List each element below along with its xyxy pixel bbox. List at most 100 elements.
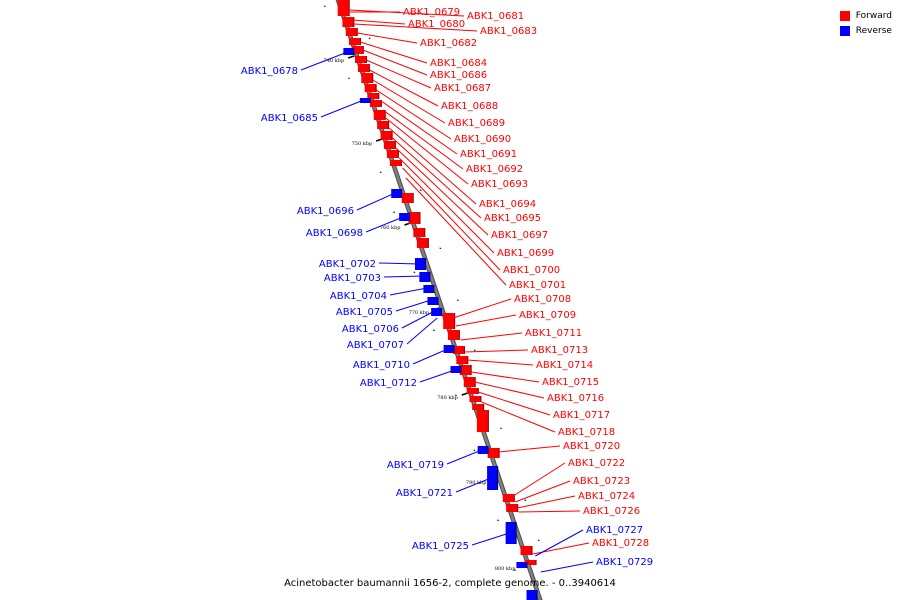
forward-gene-block[interactable] bbox=[408, 212, 420, 224]
forward-gene-block[interactable] bbox=[383, 141, 395, 149]
forward-gene-label[interactable]: ABK1_0715 bbox=[542, 377, 599, 388]
reverse-gene-label[interactable]: ABK1_0703 bbox=[324, 273, 381, 284]
forward-gene-label[interactable]: ABK1_0690 bbox=[454, 134, 511, 145]
forward-gene-block[interactable] bbox=[443, 313, 455, 329]
reverse-gene-block[interactable] bbox=[450, 366, 461, 373]
forward-gene-label[interactable]: ABK1_0709 bbox=[519, 310, 576, 321]
reverse-gene-block[interactable] bbox=[391, 189, 402, 198]
forward-gene-block[interactable] bbox=[337, 0, 349, 16]
reverse-gene-block[interactable] bbox=[399, 213, 410, 221]
forward-gene-label[interactable]: ABK1_0695 bbox=[484, 213, 541, 224]
reverse-gene-label[interactable]: ABK1_0702 bbox=[319, 259, 376, 270]
reverse-gene-label[interactable]: ABK1_0721 bbox=[396, 488, 453, 499]
reverse-gene-block[interactable] bbox=[343, 48, 354, 55]
forward-gene-block[interactable] bbox=[380, 131, 392, 140]
reverse-gene-label[interactable]: ABK1_0710 bbox=[353, 360, 410, 371]
forward-gene-label[interactable]: ABK1_0689 bbox=[448, 118, 505, 129]
forward-gene-label[interactable]: ABK1_0728 bbox=[592, 538, 649, 549]
forward-gene-label[interactable]: ABK1_0699 bbox=[497, 248, 554, 259]
forward-gene-label[interactable]: ABK1_0686 bbox=[430, 70, 487, 81]
forward-gene-block[interactable] bbox=[373, 110, 385, 120]
forward-gene-block[interactable] bbox=[367, 93, 379, 99]
forward-gene-block[interactable] bbox=[355, 56, 367, 63]
forward-gene-label[interactable]: ABK1_0692 bbox=[466, 164, 523, 175]
forward-gene-label[interactable]: ABK1_0726 bbox=[583, 506, 640, 517]
forward-gene-block[interactable] bbox=[469, 396, 481, 402]
reverse-gene-label[interactable]: ABK1_0719 bbox=[387, 460, 444, 471]
forward-gene-label[interactable]: ABK1_0724 bbox=[578, 491, 635, 502]
forward-gene-label[interactable]: ABK1_0697 bbox=[491, 230, 548, 241]
forward-gene-block[interactable] bbox=[416, 238, 428, 248]
reverse-gene-block[interactable] bbox=[505, 522, 516, 544]
forward-gene-block[interactable] bbox=[463, 377, 475, 387]
forward-gene-label[interactable]: ABK1_0693 bbox=[471, 179, 528, 190]
forward-gene-label[interactable]: ABK1_0714 bbox=[536, 360, 593, 371]
forward-gene-block[interactable] bbox=[452, 346, 464, 354]
forward-gene-label[interactable]: ABK1_0708 bbox=[514, 294, 571, 305]
forward-gene-block[interactable] bbox=[456, 356, 468, 364]
forward-gene-block[interactable] bbox=[345, 28, 357, 36]
forward-gene-label[interactable]: ABK1_0711 bbox=[525, 328, 582, 339]
forward-gene-label[interactable]: ABK1_0694 bbox=[479, 199, 536, 210]
reverse-gene-label[interactable]: ABK1_0704 bbox=[330, 291, 387, 302]
forward-gene-block[interactable] bbox=[389, 160, 401, 166]
forward-gene-block[interactable] bbox=[447, 330, 459, 340]
reverse-gene-label[interactable]: ABK1_0685 bbox=[261, 113, 318, 124]
forward-gene-label[interactable]: ABK1_0700 bbox=[503, 265, 560, 276]
forward-gene-block[interactable] bbox=[364, 84, 376, 92]
forward-gene-label[interactable]: ABK1_0713 bbox=[531, 345, 588, 356]
forward-gene-block[interactable] bbox=[524, 560, 536, 565]
reverse-gene-block[interactable] bbox=[419, 272, 430, 282]
forward-gene-label[interactable]: ABK1_0718 bbox=[558, 427, 615, 438]
reverse-gene-label[interactable]: ABK1_0729 bbox=[596, 557, 653, 568]
forward-gene-block[interactable] bbox=[506, 504, 518, 512]
forward-gene-block[interactable] bbox=[413, 228, 425, 237]
forward-gene-block[interactable] bbox=[401, 193, 413, 203]
forward-gene-label[interactable]: ABK1_0723 bbox=[573, 476, 630, 487]
reverse-gene-block[interactable] bbox=[443, 345, 454, 353]
forward-gene-label[interactable]: ABK1_0679 bbox=[403, 7, 460, 18]
reverse-gene-block[interactable] bbox=[414, 258, 425, 270]
forward-gene-label[interactable]: ABK1_0722 bbox=[568, 458, 625, 469]
forward-gene-block[interactable] bbox=[459, 365, 471, 375]
reverse-gene-block[interactable] bbox=[359, 98, 370, 103]
forward-gene-label[interactable]: ABK1_0683 bbox=[480, 26, 537, 37]
reverse-gene-block[interactable] bbox=[526, 590, 537, 600]
forward-gene-label[interactable]: ABK1_0682 bbox=[420, 38, 477, 49]
reverse-gene-block[interactable] bbox=[487, 466, 498, 490]
forward-gene-block[interactable] bbox=[377, 121, 389, 129]
forward-gene-block[interactable] bbox=[487, 448, 499, 458]
reverse-gene-label[interactable]: ABK1_0678 bbox=[241, 66, 298, 77]
forward-gene-block[interactable] bbox=[476, 410, 488, 432]
reverse-gene-block[interactable] bbox=[516, 562, 527, 568]
forward-gene-block[interactable] bbox=[348, 38, 360, 45]
forward-gene-label[interactable]: ABK1_0716 bbox=[547, 393, 604, 404]
forward-gene-block[interactable] bbox=[472, 404, 484, 410]
forward-gene-label[interactable]: ABK1_0691 bbox=[460, 149, 517, 160]
forward-gene-label[interactable]: ABK1_0680 bbox=[408, 19, 465, 30]
forward-gene-block[interactable] bbox=[502, 494, 514, 502]
forward-gene-block[interactable] bbox=[342, 17, 354, 27]
forward-gene-label[interactable]: ABK1_0720 bbox=[563, 441, 620, 452]
forward-gene-label[interactable]: ABK1_0681 bbox=[467, 11, 524, 22]
reverse-gene-label[interactable]: ABK1_0727 bbox=[586, 525, 643, 536]
forward-gene-label[interactable]: ABK1_0688 bbox=[441, 101, 498, 112]
reverse-gene-block[interactable] bbox=[431, 308, 442, 316]
forward-gene-block[interactable] bbox=[466, 388, 478, 394]
forward-gene-block[interactable] bbox=[357, 64, 369, 72]
forward-gene-label[interactable]: ABK1_0684 bbox=[430, 58, 487, 69]
reverse-gene-label[interactable]: ABK1_0705 bbox=[336, 307, 393, 318]
reverse-gene-label[interactable]: ABK1_0698 bbox=[306, 228, 363, 239]
forward-gene-block[interactable] bbox=[361, 73, 373, 83]
reverse-gene-label[interactable]: ABK1_0706 bbox=[342, 324, 399, 335]
forward-gene-block[interactable] bbox=[386, 150, 398, 158]
reverse-gene-block[interactable] bbox=[427, 297, 438, 305]
reverse-gene-block[interactable] bbox=[477, 446, 488, 454]
reverse-gene-label[interactable]: ABK1_0725 bbox=[412, 541, 469, 552]
forward-gene-block[interactable] bbox=[369, 100, 381, 107]
reverse-gene-label[interactable]: ABK1_0707 bbox=[347, 340, 404, 351]
forward-gene-label[interactable]: ABK1_0701 bbox=[509, 280, 566, 291]
reverse-gene-label[interactable]: ABK1_0696 bbox=[297, 206, 354, 217]
forward-gene-label[interactable]: ABK1_0687 bbox=[434, 83, 491, 94]
